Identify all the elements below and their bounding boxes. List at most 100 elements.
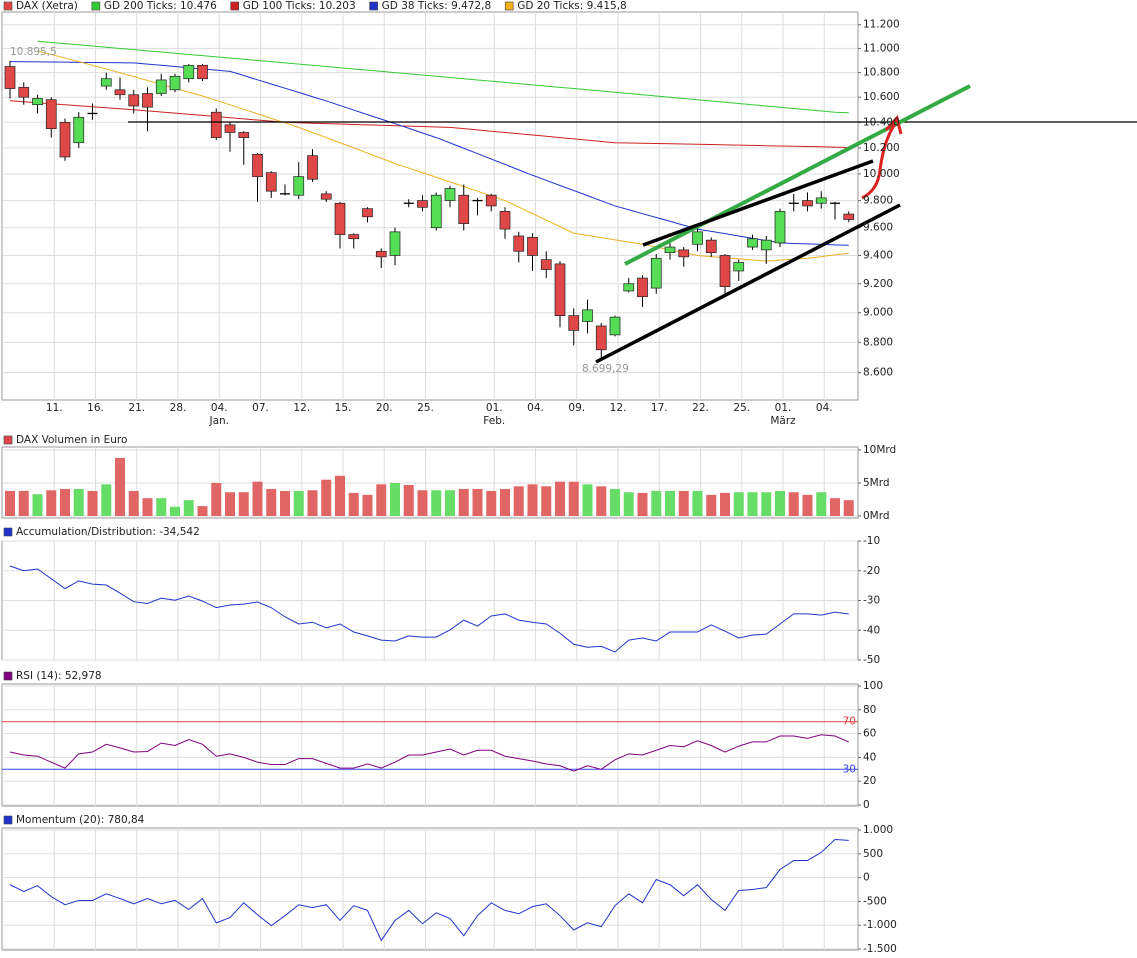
volume-bar bbox=[156, 498, 167, 516]
legend-label: Accumulation/Distribution: -34,542 bbox=[16, 526, 200, 538]
y-tick-label: 5Mrd bbox=[863, 477, 890, 489]
x-tick-label: 15. bbox=[335, 402, 352, 414]
volume-bar bbox=[596, 486, 607, 516]
x-tick-label: 09. bbox=[568, 402, 585, 414]
candle-body bbox=[155, 79, 167, 94]
volume-bar bbox=[101, 484, 112, 516]
candle-body bbox=[320, 193, 332, 200]
volume-bar bbox=[183, 500, 194, 516]
legend-swatch bbox=[230, 1, 240, 11]
volume-bar bbox=[500, 488, 510, 516]
legend-swatch bbox=[3, 671, 13, 681]
volume-bar bbox=[376, 484, 387, 516]
y-tick-label: -1.500 bbox=[863, 943, 897, 955]
arrow bbox=[861, 123, 897, 200]
grid-layer bbox=[1, 11, 861, 951]
candle-body bbox=[747, 238, 758, 248]
candle-body bbox=[815, 197, 827, 204]
y-tick-label: 10.200 bbox=[863, 142, 900, 154]
volume-bar bbox=[733, 492, 744, 516]
volume-bar bbox=[225, 492, 235, 516]
candle-body bbox=[444, 188, 456, 201]
y-tick-label: -40 bbox=[863, 624, 880, 636]
legend-swatch bbox=[3, 815, 13, 825]
y-tick-label: 8.800 bbox=[863, 336, 893, 348]
candle-body bbox=[609, 316, 621, 336]
y-tick-label: -10 bbox=[863, 535, 880, 547]
legend-swatch bbox=[369, 1, 378, 11]
y-tick-label: 10.600 bbox=[863, 91, 900, 103]
candle-body bbox=[238, 132, 250, 138]
candle-body bbox=[169, 75, 181, 91]
candle-body bbox=[73, 116, 85, 144]
y-tick-label: -500 bbox=[863, 895, 887, 907]
volume-bar bbox=[692, 490, 703, 516]
volume-bar bbox=[348, 492, 359, 516]
candle-body bbox=[595, 325, 607, 351]
candle-body bbox=[802, 200, 813, 207]
legend-label: GD 38 Ticks: 9.472,8 bbox=[382, 0, 492, 12]
x-tick-label: 21. bbox=[128, 402, 145, 414]
trend-line bbox=[595, 203, 901, 364]
volume-bar bbox=[541, 486, 552, 516]
legend-swatch bbox=[3, 1, 13, 11]
candle-body bbox=[100, 78, 112, 87]
x-tick-label: 20. bbox=[376, 402, 393, 414]
indicator-line bbox=[9, 565, 849, 653]
candle-body bbox=[719, 255, 731, 287]
candle-body bbox=[733, 262, 745, 272]
volume-bar bbox=[307, 490, 318, 516]
reference-label: 30 bbox=[843, 763, 856, 775]
candle-body bbox=[637, 277, 648, 298]
candle-body bbox=[527, 237, 538, 256]
y-tick-label: 10.400 bbox=[863, 116, 900, 128]
volume-bar bbox=[73, 488, 84, 516]
candle-body bbox=[252, 154, 263, 177]
y-tick-label: 9.800 bbox=[863, 195, 893, 207]
volume-bar bbox=[678, 490, 689, 516]
panel-frame bbox=[1, 11, 859, 401]
candle-body bbox=[389, 231, 401, 256]
volume-bar bbox=[128, 490, 139, 516]
volume-bar bbox=[761, 492, 772, 516]
indicator-line bbox=[9, 734, 849, 772]
volume-bar bbox=[46, 490, 57, 516]
volume-bar bbox=[775, 490, 785, 516]
volume-bar bbox=[238, 492, 249, 516]
data-layer bbox=[2, 40, 858, 942]
x-tick-label: 22. bbox=[692, 402, 709, 414]
x-tick-label: 04. bbox=[527, 402, 544, 414]
y-tick-label: 1.000 bbox=[863, 824, 893, 836]
annotation: 8.699,29 bbox=[582, 363, 629, 375]
y-tick-label: -50 bbox=[863, 654, 880, 666]
reference-label: 70 bbox=[843, 716, 856, 728]
trend-line bbox=[642, 159, 874, 247]
volume-bar bbox=[32, 494, 43, 516]
candle-body bbox=[623, 283, 635, 292]
x-tick-label: 12. bbox=[293, 402, 310, 414]
volume-bar bbox=[720, 492, 730, 516]
x-tick-label: 01. bbox=[486, 402, 503, 414]
x-tick-label: 28. bbox=[170, 402, 187, 414]
candle-body bbox=[348, 234, 360, 240]
volume-bar bbox=[843, 500, 854, 516]
candle-body bbox=[664, 246, 676, 254]
volume-bar bbox=[417, 490, 428, 516]
annotation: 10.895,5 bbox=[10, 46, 57, 58]
legend-label: Momentum (20): 780,84 bbox=[16, 814, 145, 826]
volume-bar bbox=[170, 506, 180, 516]
candle-body bbox=[430, 194, 442, 229]
volume-bar bbox=[472, 488, 483, 516]
candle-body bbox=[554, 263, 566, 317]
candle-body bbox=[183, 64, 195, 80]
y-tick-label: 11.000 bbox=[863, 42, 900, 54]
candle-body bbox=[224, 124, 236, 133]
candle-body bbox=[417, 200, 428, 208]
volume-bar bbox=[280, 490, 290, 516]
candle-body bbox=[843, 213, 855, 220]
candle-body bbox=[59, 121, 71, 158]
candle-body bbox=[197, 64, 208, 80]
candle-body bbox=[114, 89, 126, 96]
candle-body bbox=[650, 257, 662, 289]
